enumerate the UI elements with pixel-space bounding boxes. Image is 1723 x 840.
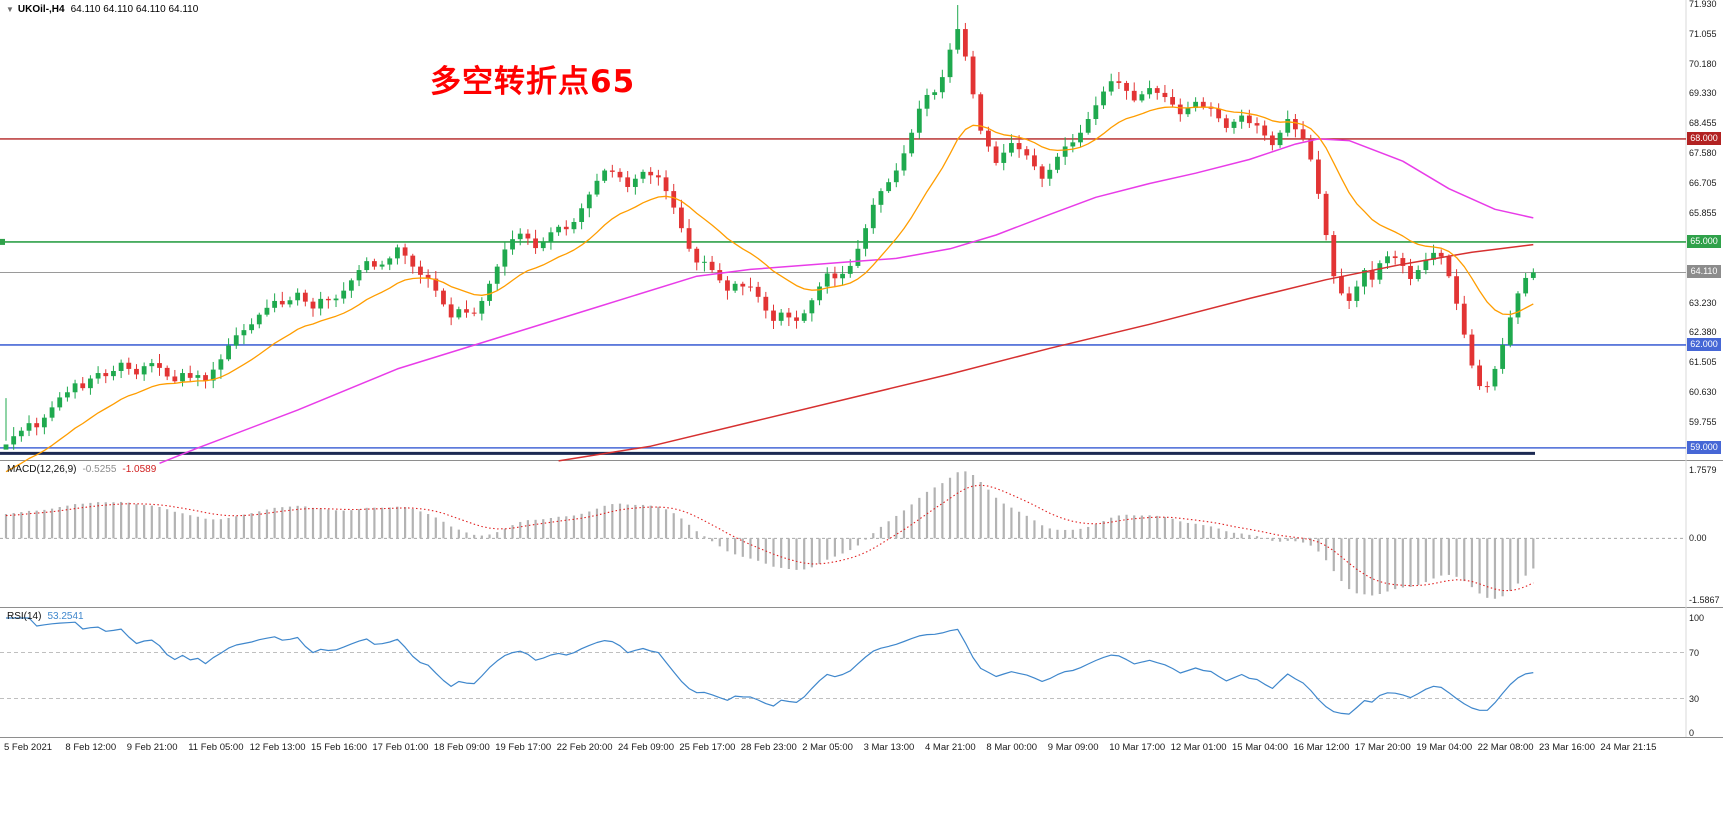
chart-annotation-text: 多空转折点65 (430, 64, 636, 100)
symbol-header: ▼ UKOil-,H4 64.110 64.110 64.110 64.110 (6, 4, 198, 15)
time-axis-label: 8 Feb 12:00 (65, 742, 117, 753)
time-axis-label: 4 Mar 21:00 (925, 742, 976, 753)
time-axis-label: 3 Mar 13:00 (863, 742, 915, 753)
chart-dropdown-icon[interactable]: ▼ (6, 5, 14, 14)
macd-signal-line (5, 484, 1534, 592)
time-axis-label: 2 Mar 05:00 (802, 742, 853, 753)
macd-main-value: -0.5255 (82, 464, 117, 475)
ma-slow-line (558, 243, 1534, 462)
time-axis-label: 5 Feb 2021 (4, 742, 53, 753)
time-axis-label: 10 Mar 17:00 (1109, 742, 1166, 753)
macd-histogram (4, 471, 1535, 599)
time-axis-label: 12 Mar 01:00 (1170, 742, 1227, 753)
time-axis-label: 9 Feb 21:00 (126, 742, 178, 753)
time-axis-label: 19 Feb 17:00 (495, 742, 552, 753)
rsi-value: 53.2541 (47, 611, 84, 622)
time-axis-label: 24 Feb 09:00 (618, 742, 674, 753)
ohlc-values: 64.110 64.110 64.110 64.110 (70, 4, 199, 15)
time-axis-label: 15 Mar 04:00 (1232, 742, 1288, 753)
time-axis-label: 22 Feb 20:00 (556, 742, 613, 753)
macd-name: MACD(12,26,9) (7, 464, 77, 475)
candles-group (3, 5, 1536, 450)
time-axis-label: 8 Mar 00:00 (986, 742, 1038, 753)
time-axis-label: 12 Feb 13:00 (249, 742, 306, 753)
time-axis-label: 11 Feb 05:00 (188, 742, 244, 753)
time-axis-label: 19 Mar 04:00 (1416, 742, 1473, 753)
macd-indicator-label: MACD(12,26,9) -0.5255 -1.0589 (7, 464, 156, 475)
time-axis[interactable]: 5 Feb 2021 8 Feb 12:00 9 Feb 21:00 11 Feb 0… (0, 738, 1723, 760)
time-axis-label: 28 Feb 23:00 (740, 742, 797, 753)
rsi-line (6, 617, 1534, 715)
time-axis-label: 15 Feb 16:00 (311, 742, 367, 753)
time-axis-label: 9 Mar 09:00 (1047, 742, 1099, 753)
hline-left-marker (0, 238, 5, 245)
time-axis-label: 16 Mar 12:00 (1293, 742, 1350, 753)
time-axis-label: 18 Feb 09:00 (433, 742, 490, 753)
ma-medium-line (159, 138, 1534, 464)
time-axis-label: 24 Mar 21:15 (1600, 742, 1657, 753)
time-axis-label: 22 Mar 08:00 (1477, 742, 1534, 753)
time-axis-label: 25 Feb 17:00 (679, 742, 736, 753)
ma-fast-line (5, 106, 1534, 473)
rsi-indicator-label: RSI(14) 53.2541 (7, 611, 84, 622)
rsi-name: RSI(14) (7, 611, 42, 622)
time-axis-label: 17 Feb 01:00 (372, 742, 429, 753)
time-axis-label: 17 Mar 20:00 (1354, 742, 1411, 753)
symbol-timeframe-label: UKOil-,H4 (17, 4, 65, 15)
time-axis-label: 23 Mar 16:00 (1539, 742, 1595, 753)
macd-signal-value: -1.0589 (122, 464, 157, 475)
